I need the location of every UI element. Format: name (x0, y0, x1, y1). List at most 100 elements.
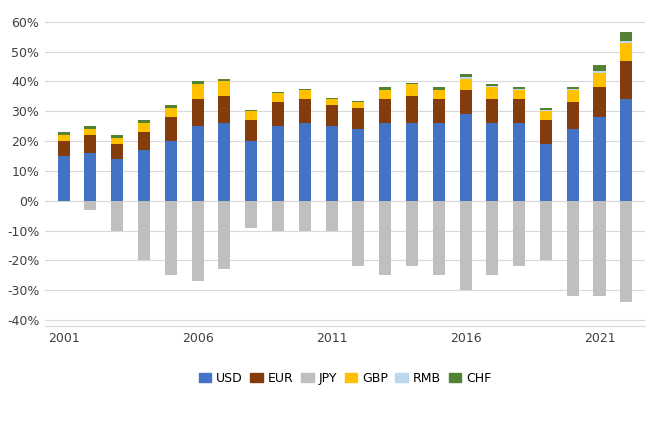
Bar (433, 99, 445, 123)
Bar (379, 99, 391, 123)
Bar (299, 201, 311, 231)
Bar (540, 110, 552, 112)
Bar (567, 102, 579, 129)
Bar (138, 123, 150, 132)
Bar (138, 201, 150, 260)
Bar (138, 132, 150, 150)
Bar (192, 84, 203, 99)
Bar (245, 120, 258, 141)
Bar (406, 201, 418, 266)
Bar (218, 81, 230, 96)
Bar (57, 132, 70, 135)
Bar (433, 201, 445, 275)
Bar (218, 123, 230, 201)
Bar (593, 117, 606, 201)
Bar (165, 141, 177, 201)
Bar (620, 61, 632, 99)
Bar (352, 129, 364, 201)
Bar (513, 87, 525, 89)
Bar (299, 89, 311, 90)
Bar (486, 123, 498, 201)
Bar (57, 141, 70, 156)
Bar (245, 110, 258, 112)
Bar (540, 144, 552, 201)
Bar (593, 87, 606, 117)
Bar (513, 89, 525, 90)
Bar (352, 201, 364, 266)
Bar (299, 123, 311, 201)
Bar (593, 201, 606, 296)
Bar (165, 117, 177, 141)
Bar (111, 159, 123, 201)
Bar (379, 201, 391, 275)
Bar (567, 129, 579, 201)
Bar (165, 109, 177, 117)
Bar (460, 77, 471, 78)
Bar (513, 123, 525, 201)
Bar (460, 114, 471, 201)
Bar (620, 32, 632, 41)
Bar (325, 98, 338, 99)
Bar (299, 90, 311, 99)
Bar (57, 156, 70, 201)
Bar (460, 78, 471, 90)
Bar (272, 93, 284, 102)
Bar (620, 201, 632, 302)
Bar (540, 109, 552, 110)
Bar (84, 129, 96, 135)
Bar (299, 99, 311, 123)
Bar (593, 65, 606, 71)
Bar (433, 90, 445, 99)
Bar (406, 96, 418, 123)
Bar (513, 201, 525, 266)
Bar (433, 87, 445, 90)
Bar (111, 138, 123, 144)
Bar (111, 144, 123, 159)
Bar (325, 105, 338, 126)
Bar (486, 86, 498, 87)
Bar (272, 126, 284, 201)
Bar (567, 87, 579, 89)
Bar (620, 41, 632, 43)
Bar (486, 87, 498, 99)
Bar (245, 112, 258, 120)
Bar (460, 201, 471, 290)
Bar (513, 90, 525, 99)
Bar (379, 123, 391, 201)
Bar (567, 89, 579, 90)
Bar (192, 81, 203, 84)
Bar (192, 99, 203, 126)
Bar (192, 201, 203, 281)
Bar (486, 84, 498, 86)
Bar (460, 74, 471, 77)
Bar (486, 201, 498, 275)
Bar (84, 153, 96, 201)
Bar (460, 90, 471, 114)
Bar (379, 90, 391, 99)
Bar (540, 112, 552, 120)
Bar (218, 78, 230, 81)
Bar (84, 126, 96, 129)
Bar (486, 99, 498, 123)
Bar (84, 201, 96, 210)
Bar (165, 105, 177, 109)
Bar (218, 96, 230, 123)
Bar (379, 87, 391, 90)
Bar (218, 201, 230, 269)
Bar (513, 99, 525, 123)
Bar (352, 109, 364, 129)
Legend: USD, EUR, JPY, GBP, RMB, CHF: USD, EUR, JPY, GBP, RMB, CHF (194, 367, 496, 390)
Bar (406, 84, 418, 96)
Bar (325, 126, 338, 201)
Bar (567, 90, 579, 102)
Bar (111, 201, 123, 231)
Bar (111, 135, 123, 138)
Bar (593, 71, 606, 73)
Bar (593, 73, 606, 87)
Bar (245, 201, 258, 228)
Bar (325, 201, 338, 231)
Bar (567, 201, 579, 296)
Bar (352, 102, 364, 109)
Bar (138, 120, 150, 123)
Bar (272, 102, 284, 126)
